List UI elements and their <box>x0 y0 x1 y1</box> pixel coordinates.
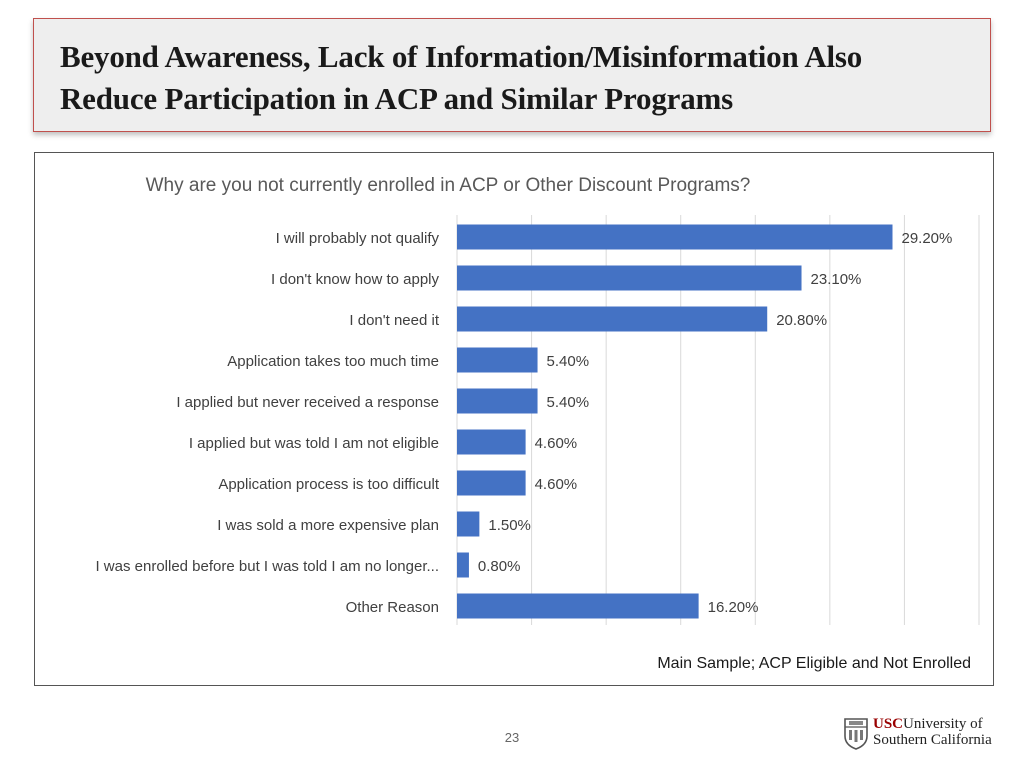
data-label: 5.40% <box>547 394 590 411</box>
usc-wordmark: USCUniversity of Southern California <box>873 716 992 748</box>
category-label: I applied but was told I am not eligible <box>189 435 439 452</box>
data-label: 0.80% <box>478 558 521 575</box>
data-label: 23.10% <box>811 271 862 288</box>
usc-logo: USCUniversity of Southern California <box>843 716 993 752</box>
category-label: Other Reason <box>346 599 439 616</box>
data-label: 16.20% <box>708 599 759 616</box>
bar <box>457 429 526 455</box>
usc-line2: Southern California <box>873 732 992 748</box>
category-label: I don't know how to apply <box>271 271 439 288</box>
usc-seal-icon <box>844 718 868 750</box>
usc-abbrev: USC <box>873 716 904 732</box>
bar <box>457 265 802 291</box>
bar <box>457 306 768 332</box>
chart-title: Why are you not currently enrolled in AC… <box>146 175 751 196</box>
bar <box>457 511 480 537</box>
bar-layer: I will probably not qualify 29.20% I don't… <box>95 224 952 619</box>
data-label: 4.60% <box>535 435 578 452</box>
page-number: 23 <box>504 730 520 745</box>
bar <box>457 552 469 578</box>
bar <box>457 347 538 373</box>
chart-note: Main Sample; ACP Eligible and Not Enroll… <box>657 655 971 672</box>
category-label: Application takes too much time <box>227 353 439 370</box>
data-label: 4.60% <box>535 476 578 493</box>
usc-line1-rest: University of <box>903 716 983 732</box>
bar-chart: I will probably not qualify 29.20% I don't… <box>95 175 980 672</box>
slide-title-box: Beyond Awareness, Lack of Information/Mi… <box>33 18 991 132</box>
slide-title-line-2: Reduce Participation in ACP and Similar … <box>60 81 733 116</box>
category-label: I was sold a more expensive plan <box>217 517 439 534</box>
data-label: 20.80% <box>776 312 827 329</box>
category-label: I was enrolled before but I was told I a… <box>95 558 439 575</box>
data-label: 1.50% <box>488 517 531 534</box>
bar <box>457 388 538 414</box>
category-label: I will probably not qualify <box>276 230 440 247</box>
bar <box>457 470 526 496</box>
chart-frame: I will probably not qualify 29.20% I don't… <box>34 152 994 686</box>
data-label: 5.40% <box>547 353 590 370</box>
data-label: 29.20% <box>901 230 952 247</box>
slide-title-line-1: Beyond Awareness, Lack of Information/Mi… <box>60 39 863 74</box>
category-label: Application process is too difficult <box>218 476 440 493</box>
bar <box>457 224 893 250</box>
category-label: I applied but never received a response <box>176 394 439 411</box>
category-label: I don't need it <box>349 312 439 329</box>
bar <box>457 593 699 619</box>
